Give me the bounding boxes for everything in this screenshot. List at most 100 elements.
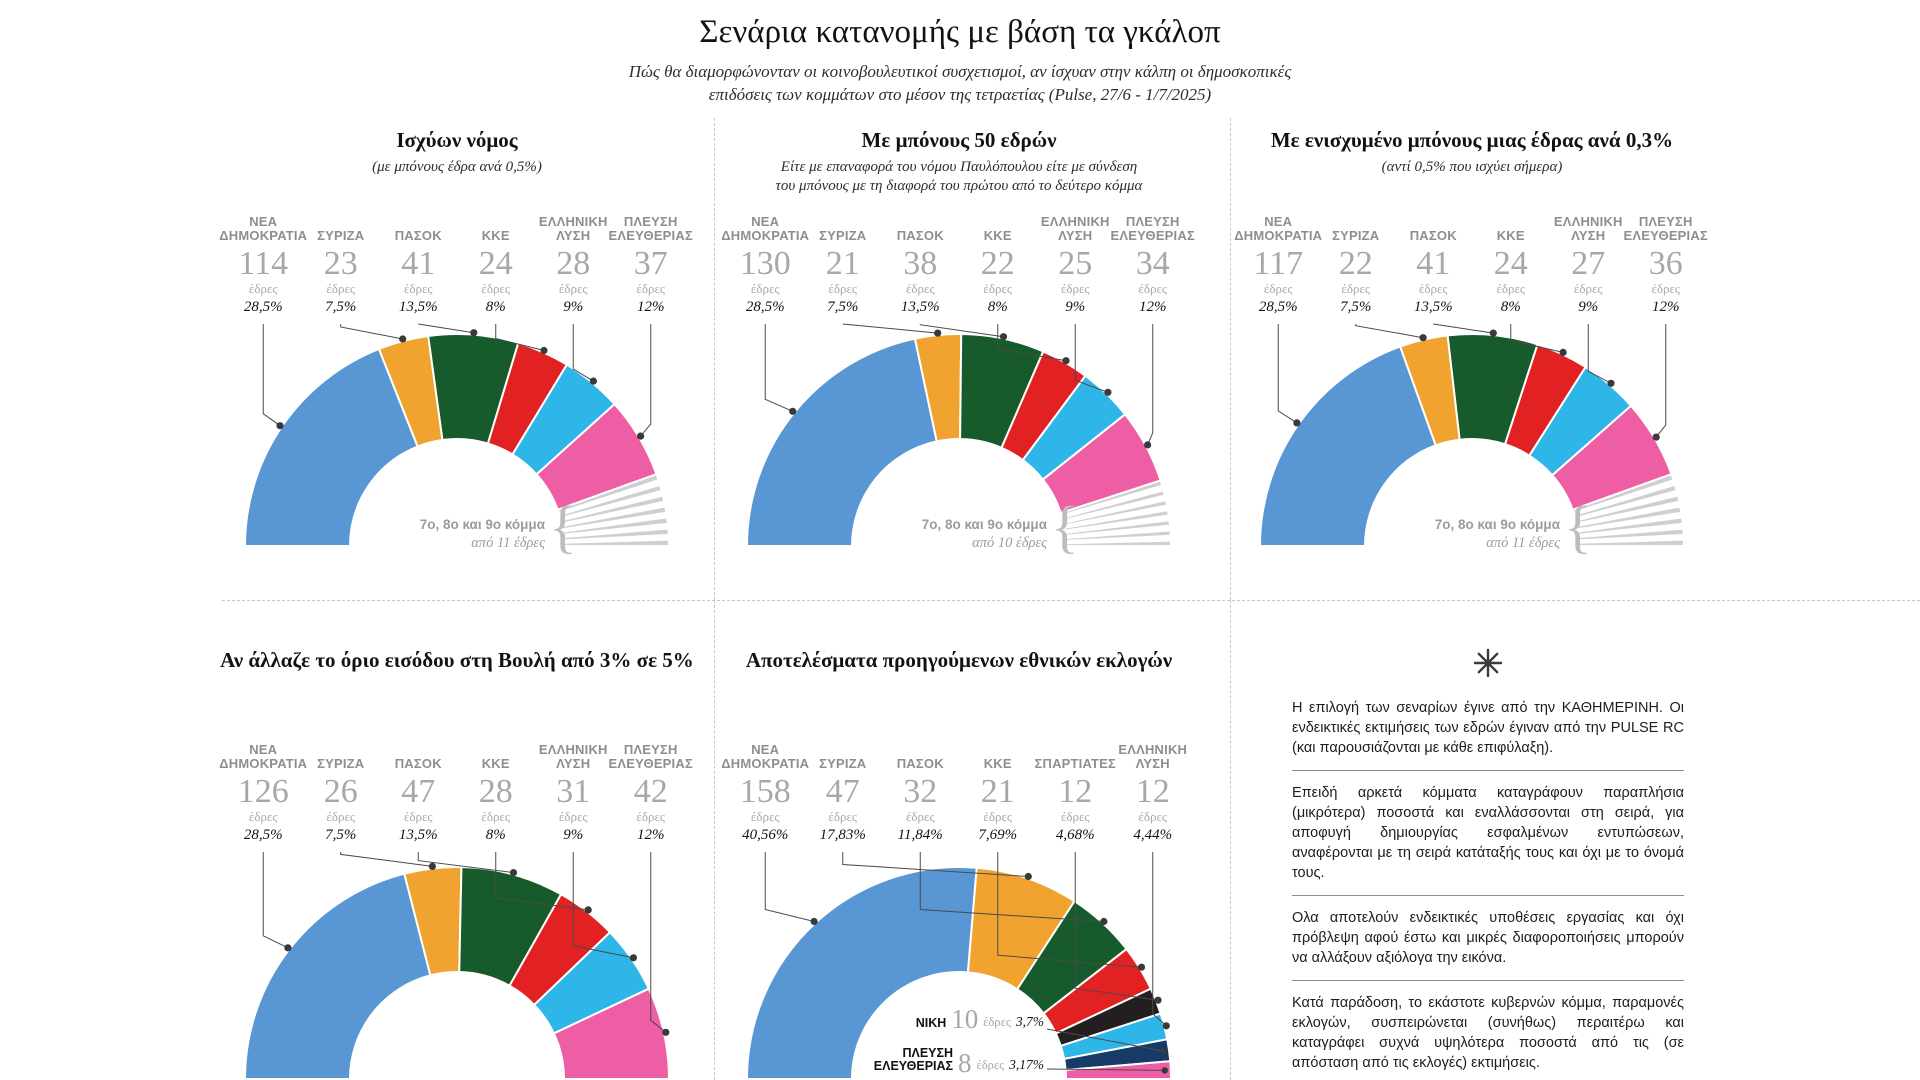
label-connector-line [418,323,474,334]
party-seats-word: έδρες [558,280,588,296]
party-percent: 12% [1652,298,1680,315]
footnote-separator [1292,895,1684,896]
party-seats: 117 [1253,245,1304,282]
party-seats-word: έδρες [828,280,858,296]
label-connector-line [1152,852,1167,1027]
grid-divider-vertical-bottom-right [1230,600,1231,1080]
segment-dot [1293,419,1301,427]
party-name: ΕΛΛΗΝΙΚΗ ΛΥΣΗ [538,213,608,244]
party-label-column: ΣΥΡΙΖΑ 47 έδρες 17,83% [783,740,903,844]
segment-dot [934,329,942,337]
party-name: ΣΥΡΙΖΑ [819,756,867,772]
others-note: 7ο, 8ο και 9ο κόμμα από 11 έδρες [1312,516,1560,552]
party-seats-word: έδρες [1138,280,1168,296]
donut-segment-others [562,527,670,542]
party-name: ΠΛΕΥΣΗ ΕΛΕΥΘΕΡΙΑΣ [1110,213,1195,244]
party-name: ΠΛΕΥΣΗ ΕΛΕΥΘΕΡΙΑΣ [608,741,693,772]
segment-dot [637,432,645,440]
party-seats: 24 [478,245,513,282]
party-name: ΚΚΕ [983,756,1012,772]
donut-segment [745,866,978,1080]
party-name: ΕΛΛΗΝΙΚΗ ΛΥΣΗ [538,741,608,772]
segment-dot [810,917,818,926]
party-seats-word: έδρες [326,280,356,296]
page-title: Σενάρια κατανομής με βάση τα γκάλοπ [699,14,1221,50]
donut-segment [243,347,419,547]
party-label-column: ΣΥΡΙΖΑ 23 έδρες 7,5% [281,212,401,316]
donut-segment-others [1576,516,1684,536]
party-seats-word: έδρες [976,1058,1005,1073]
party-seats: 26 [323,773,358,810]
grid-divider-vertical-bottom-left [714,600,715,1080]
segment-dot [1161,1067,1168,1074]
party-percent: 8% [485,298,506,315]
party-percent: 9% [1065,298,1086,315]
party-seats-word: έδρες [248,280,278,296]
party-seats: 126 [237,773,289,810]
semicircle-donut-chart: ΝΕΑ ΔΗΜΟΚΡΑΤΙΑ 158 έδρες 40,56% ΣΥΡΙΖΑ 47 έδρε… [679,640,1239,1080]
party-name: ΕΛΛΗΝΙΚΗ ΛΥΣΗ [1553,213,1623,244]
party-seats: 42 [633,773,668,810]
party-seats-word: έδρες [403,280,433,296]
donut-segment-others [1061,489,1167,522]
chart-title: Με ενισχυμένο μπόνους μιας έδρας ανά 0,3… [1270,128,1674,152]
party-name: ΚΚΕ [481,228,510,244]
donut-svg [243,323,671,547]
party-percent: 8% [1500,298,1521,315]
asterisk-icon [1473,648,1503,678]
party-percent: 7,5% [1340,298,1372,315]
others-note-line2: από 11 έδρες [1486,534,1560,551]
segment-dot [1154,996,1162,1004]
semicircle-donut-chart: ΝΕΑ ΔΗΜΟΚΡΑΤΙΑ 126 έδρες 28,5% ΣΥΡΙΖΑ 26 έδρες… [177,640,737,1080]
party-seats: 47 [825,773,860,810]
party-label-column: ΣΥΡΙΖΑ 21 έδρες 7,5% [783,212,903,316]
party-seats-word: έδρες [636,808,666,824]
party-name: ΠΛΕΥΣΗ ΕΛΕΥΘΕΡΙΑΣ [873,1046,954,1074]
label-connector-line [842,852,1029,877]
party-percent: 7,5% [325,298,357,315]
semicircle-donut-chart: ΝΕΑ ΔΗΜΟΚΡΑΤΙΑ 117 έδρες 28,5% ΣΥΡΙΖΑ 22 έδρες… [1192,120,1752,600]
party-seats: 130 [739,245,791,282]
label-connector-line [417,852,514,874]
segment-dot [276,422,284,430]
donut-segment-others [561,516,669,536]
party-seats-word: έδρες [248,808,278,824]
donut-segment-others [1571,472,1675,515]
party-seats-word: έδρες [1573,280,1603,296]
party-seats: 10 [951,1004,979,1034]
party-name: ΝΕΑ ΔΗΜΟΚΡΑΤΙΑ [219,213,308,244]
label-connector-line [495,852,589,911]
party-percent: 28,5% [745,298,785,315]
donut-segment-others [1577,527,1685,542]
party-name: ΠΑΣΟΚ [394,756,442,772]
party-seats: 37 [633,245,668,282]
party-seats-word: έδρες [1496,280,1526,296]
chart-subtitle: (με μπόνους έδρα ανά 0,5%) [372,159,542,175]
party-seats: 24 [1493,245,1528,282]
party-name: ΣΠΑΡΤΙΑΤΕΣ [1034,756,1117,772]
party-percent: 28,5% [243,298,283,315]
party-seats: 27 [1571,245,1606,282]
segment-dot [1144,441,1152,449]
party-seats-word: έδρες [1060,808,1090,824]
label-connector-line [340,852,433,867]
segment-dot [428,862,436,870]
donut-svg [745,852,1173,1080]
label-connector-line [262,852,289,949]
chart-subtitle-line-2: του μπόνους με τη διαφορά του πρώτου από… [775,178,1143,194]
party-name: ΝΙΚΗ [915,1015,947,1030]
party-seats: 36 [1648,245,1683,282]
party-percent: 7,5% [827,298,859,315]
party-name: ΝΕΑ ΔΗΜΟΚΡΑΤΙΑ [721,213,810,244]
chart-subtitle-line-1: Είτε με επαναφορά του νόμου Παυλόπουλου … [780,159,1138,175]
party-seats-word: έδρες [983,1014,1011,1029]
party-seats: 22 [1338,245,1373,282]
segment-dot [540,346,548,355]
others-note-line2: από 11 έδρες [471,534,545,551]
party-name: ΠΑΣΟΚ [896,228,944,244]
segment-dot [629,954,637,962]
label-connector-line [919,852,1104,922]
party-percent: 17,83% [819,826,866,843]
party-name: ΚΚΕ [481,756,510,772]
party-label-column: ΠΑΣΟΚ 41 έδρες 13,5% [1373,212,1493,316]
